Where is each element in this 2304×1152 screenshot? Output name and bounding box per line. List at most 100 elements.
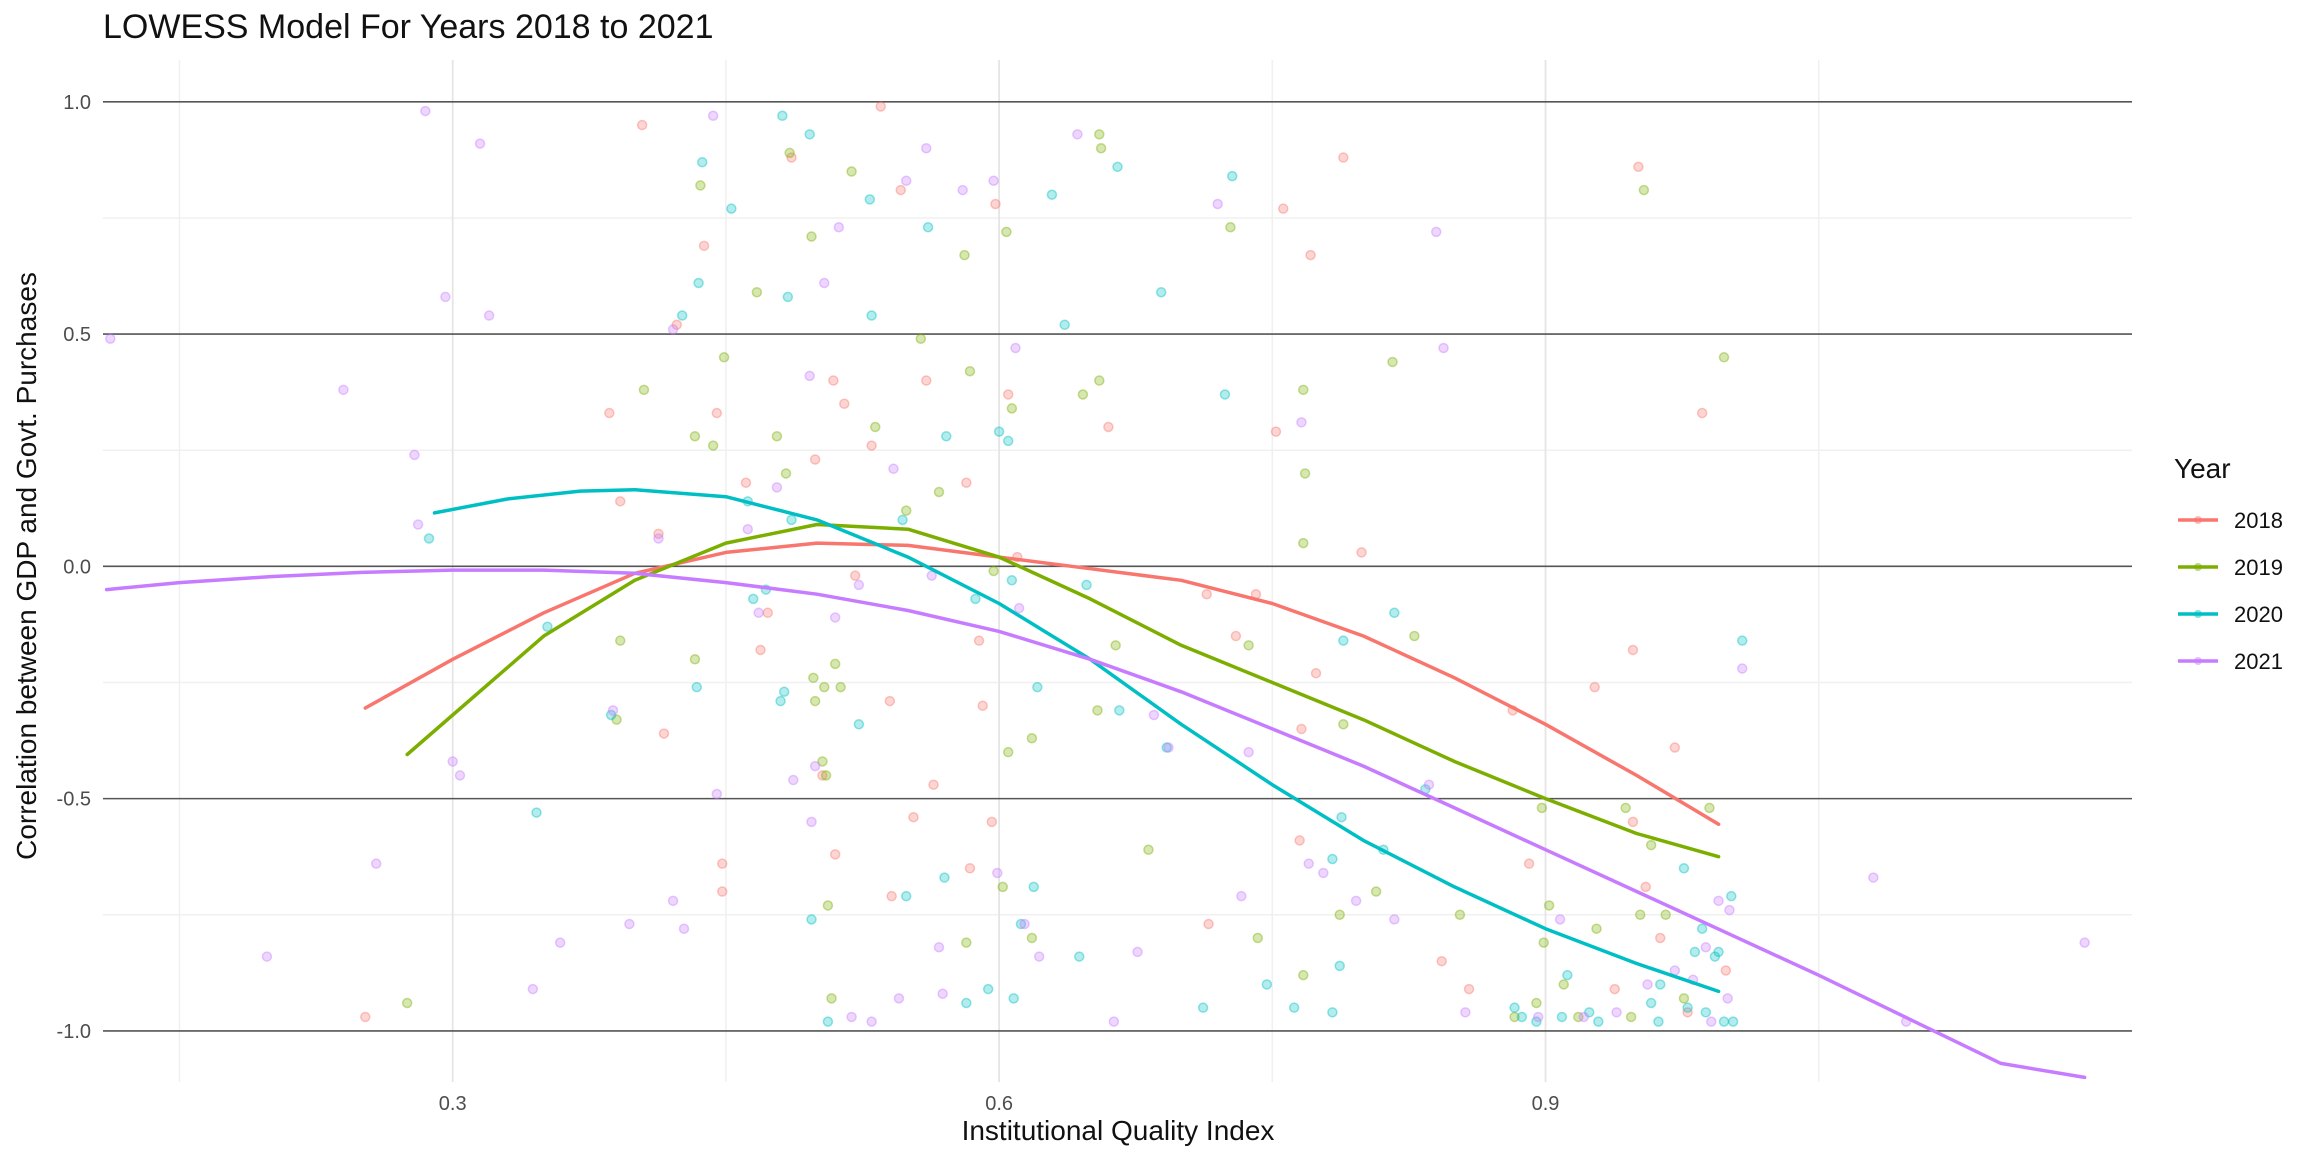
point-2018 [875,101,886,112]
point-2019 [784,147,795,159]
point-2021 [483,310,495,321]
point-2020 [982,983,994,995]
point-2019 [1299,468,1311,479]
point-2019 [1409,630,1420,642]
point-2019 [846,166,857,177]
point-2019 [1625,1011,1637,1023]
point-2019 [1538,937,1549,948]
point-2018 [1436,955,1447,967]
point-2018 [1294,835,1305,846]
point-2020 [1583,1007,1595,1018]
point-2018 [653,528,664,540]
point-2019 [1370,886,1382,897]
point-2021 [866,1016,877,1027]
point-2018 [717,886,728,897]
point-2018 [1682,1007,1693,1018]
point-2020 [1653,1016,1664,1027]
y-axis-title: Correlation between GDP and Govt. Purcha… [11,272,42,860]
point-2018 [961,477,972,488]
point-2018 [828,375,839,386]
point-2019 [819,681,830,693]
legend-label: 2019 [2234,555,2283,580]
point-2021 [853,579,865,591]
point-2018 [711,407,723,419]
point-2020 [1689,946,1701,958]
point-2019 [1634,909,1646,921]
point-2021 [1019,918,1030,930]
point-2020 [970,593,981,605]
point-2021 [105,333,116,344]
legend-key-point [2194,516,2202,524]
point-2019 [1094,129,1105,140]
point-2021 [893,993,905,1004]
point-2019 [835,681,846,693]
point-2018 [829,849,841,860]
point-2018 [786,152,797,163]
point-2018 [1640,881,1651,893]
point-2019 [808,672,819,684]
point-2021 [1072,129,1083,140]
point-2019 [1077,389,1089,400]
point-2020 [1531,1016,1542,1027]
point-2021 [1132,946,1143,958]
point-2021 [1318,867,1329,879]
point-2021 [1736,663,1748,674]
point-2018 [360,1011,371,1023]
point-2019 [695,180,706,191]
point-2019 [1387,356,1398,368]
point-2020 [1327,1007,1338,1018]
point-2018 [1277,203,1289,214]
point-2018 [1627,644,1639,656]
point-2020 [693,277,704,289]
y-tick-label: 0.5 [63,324,91,346]
point-2021 [809,760,821,772]
point-2021 [829,612,841,623]
point-2019 [615,635,626,646]
point-2021 [554,937,566,948]
point-2019 [1092,705,1103,716]
point-2019 [1334,909,1345,921]
point-2020 [922,221,934,233]
point-2021 [607,705,619,716]
point-2020 [1556,1011,1568,1023]
point-2019 [1143,844,1154,855]
point-2021 [711,788,723,800]
point-2019 [1298,537,1309,549]
point-2020 [1509,1002,1520,1013]
point-2018 [986,816,998,828]
point-2020 [1028,881,1039,893]
point-2021 [1389,914,1400,925]
point-2018 [762,607,774,619]
point-2019 [689,654,701,665]
lowess-line-2018 [363,541,1721,826]
point-2018 [928,779,939,790]
point-2018 [886,890,897,902]
point-2018 [698,240,710,252]
point-2018 [921,375,932,386]
point-2018 [1338,152,1349,163]
point-2019 [1645,839,1657,851]
point-2018 [990,198,1001,210]
point-2019 [1591,923,1602,934]
point-2021 [667,324,679,335]
point-2018 [1310,667,1322,679]
point-2021 [819,277,830,289]
point-2020 [782,291,794,303]
point-2019 [961,937,972,948]
point-2018 [973,635,985,646]
point-2021 [1724,904,1735,916]
point-2020 [853,719,865,730]
point-2020 [1726,890,1737,902]
point-2019 [1225,221,1236,233]
point-2020 [1197,1002,1209,1013]
point-2020 [542,621,553,632]
point-2021 [1438,342,1449,354]
point-2020 [1338,635,1349,646]
legend-label: 2020 [2234,602,2283,627]
point-2019 [1620,802,1631,814]
point-2020 [1002,435,1014,447]
point-2019 [1298,384,1309,396]
point-2018 [1523,858,1535,869]
point-2019 [1543,900,1555,911]
point-2018 [1589,681,1600,693]
